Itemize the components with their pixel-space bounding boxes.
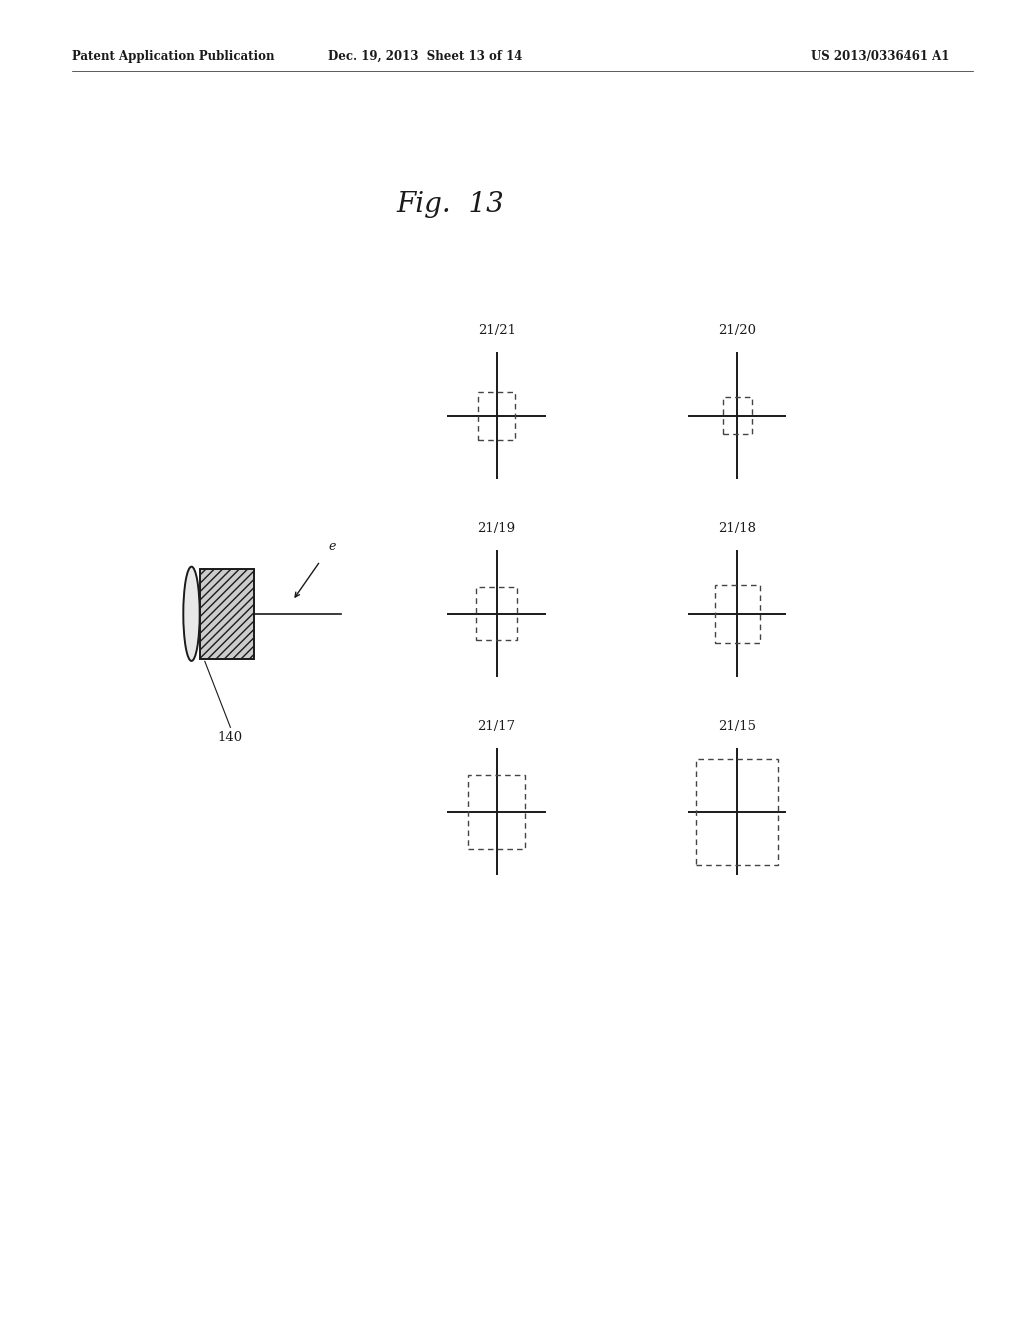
Text: Patent Application Publication: Patent Application Publication	[72, 50, 274, 63]
Text: Dec. 19, 2013  Sheet 13 of 14: Dec. 19, 2013 Sheet 13 of 14	[328, 50, 522, 63]
Text: 21/17: 21/17	[477, 719, 516, 733]
Bar	[200, 569, 254, 659]
Bar	[723, 397, 752, 434]
Bar	[478, 392, 515, 440]
Text: 140: 140	[218, 731, 243, 744]
Bar	[715, 585, 760, 643]
Text: 21/15: 21/15	[718, 719, 757, 733]
Bar	[696, 759, 778, 865]
Bar	[468, 775, 525, 849]
Ellipse shape	[183, 566, 200, 661]
Text: 21/18: 21/18	[718, 521, 757, 535]
Text: Fig.  13: Fig. 13	[396, 191, 505, 218]
Text: e: e	[329, 540, 336, 553]
Bar	[476, 587, 517, 640]
Text: 21/20: 21/20	[718, 323, 757, 337]
Text: US 2013/0336461 A1: US 2013/0336461 A1	[811, 50, 950, 63]
Text: 21/21: 21/21	[477, 323, 516, 337]
Text: 21/19: 21/19	[477, 521, 516, 535]
